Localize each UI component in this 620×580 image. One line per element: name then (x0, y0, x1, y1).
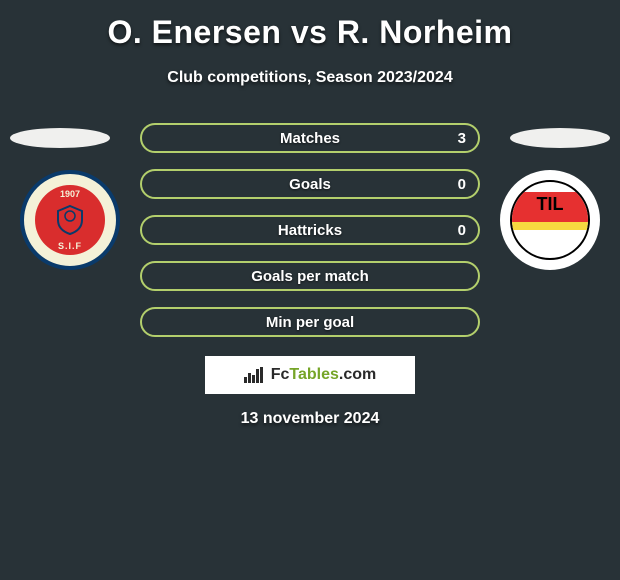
fctables-logo: FcTables.com (205, 356, 415, 394)
stat-row-matches: Matches 3 (140, 123, 480, 153)
player-marker-right (510, 128, 610, 148)
page-title: O. Enersen vs R. Norheim (0, 0, 620, 51)
stats-container: Matches 3 Goals 0 Hattricks 0 Goals per … (140, 123, 480, 353)
logo-text: FcTables.com (271, 366, 377, 384)
stat-right-value: 0 (458, 176, 466, 193)
stat-right-value: 0 (458, 222, 466, 239)
stat-right-value: 3 (458, 130, 466, 147)
stat-row-goals-per-match: Goals per match (140, 261, 480, 291)
logo-tld: .com (339, 366, 376, 383)
stat-label: Min per goal (266, 314, 354, 331)
stat-label: Hattricks (278, 222, 342, 239)
badge-left-year: 1907 (60, 189, 80, 199)
stat-row-min-per-goal: Min per goal (140, 307, 480, 337)
club-badge-right: TIL (500, 170, 600, 270)
stat-label: Goals per match (251, 268, 369, 285)
badge-right-text: TIL (512, 194, 588, 215)
club-badge-right-inner: TIL (510, 180, 590, 260)
player-marker-left (10, 128, 110, 148)
logo-prefix: Fc (271, 366, 290, 383)
chart-icon (244, 367, 263, 383)
club-badge-left-inner: 1907 S.I.F (35, 185, 105, 255)
badge-right-stripe-yellow (512, 222, 588, 230)
subtitle: Club competitions, Season 2023/2024 (0, 69, 620, 87)
club-badge-left: 1907 S.I.F (20, 170, 120, 270)
stat-row-hattricks: Hattricks 0 (140, 215, 480, 245)
stat-label: Matches (280, 130, 340, 147)
logo-suffix: Tables (289, 366, 339, 383)
shield-icon (52, 202, 88, 238)
stat-label: Goals (289, 176, 331, 193)
badge-left-initials: S.I.F (58, 241, 82, 251)
stat-row-goals: Goals 0 (140, 169, 480, 199)
date-label: 13 november 2024 (0, 410, 620, 428)
